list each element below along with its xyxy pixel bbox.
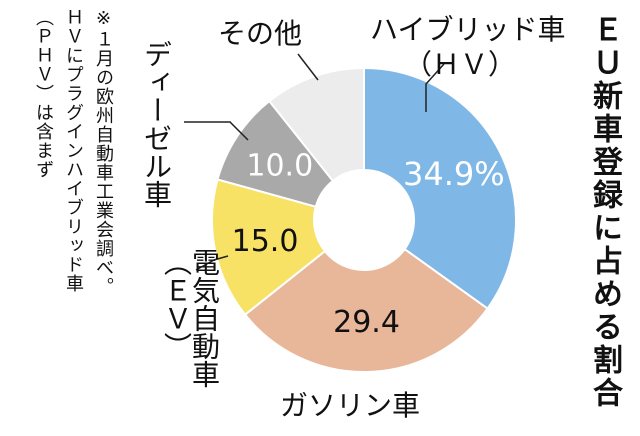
value-label-hybrid: 34.9% bbox=[403, 155, 505, 193]
value-label-electric: 15.0 bbox=[232, 224, 299, 259]
category-label-diesel: ディーゼル車 bbox=[140, 40, 173, 208]
leader-line-diesel bbox=[184, 121, 249, 141]
slice-electric bbox=[211, 178, 327, 317]
value-label-diesel: 10.0 bbox=[246, 148, 313, 183]
leader-line-other bbox=[297, 53, 319, 81]
category-label-hybrid: ハイブリッド車 （ＨＶ） bbox=[370, 13, 566, 81]
slice-hybrid bbox=[363, 66, 517, 310]
source-note-line-1: ※１月の欧州自動車工業会調べ。 bbox=[93, 8, 114, 296]
chart-title: ＥＵ新車登録に占める割合 bbox=[587, 14, 622, 410]
slice-other bbox=[267, 66, 365, 183]
leader-line-electric bbox=[195, 255, 229, 271]
category-label-other: その他 bbox=[218, 17, 303, 50]
category-label-gasoline: ガソリン車 bbox=[280, 389, 421, 422]
leader-line-hybrid bbox=[425, 63, 445, 112]
source-note-line-3: （ＰＨＶ）は含まず bbox=[33, 8, 54, 179]
category-label-electric: 電気自動車（ＥＶ） bbox=[160, 248, 221, 388]
source-note-line-2: ＨＶにプラグインハイブリッド車 bbox=[63, 8, 84, 293]
slice-gasoline bbox=[243, 247, 489, 373]
value-label-gasoline: 29.4 bbox=[333, 305, 400, 340]
